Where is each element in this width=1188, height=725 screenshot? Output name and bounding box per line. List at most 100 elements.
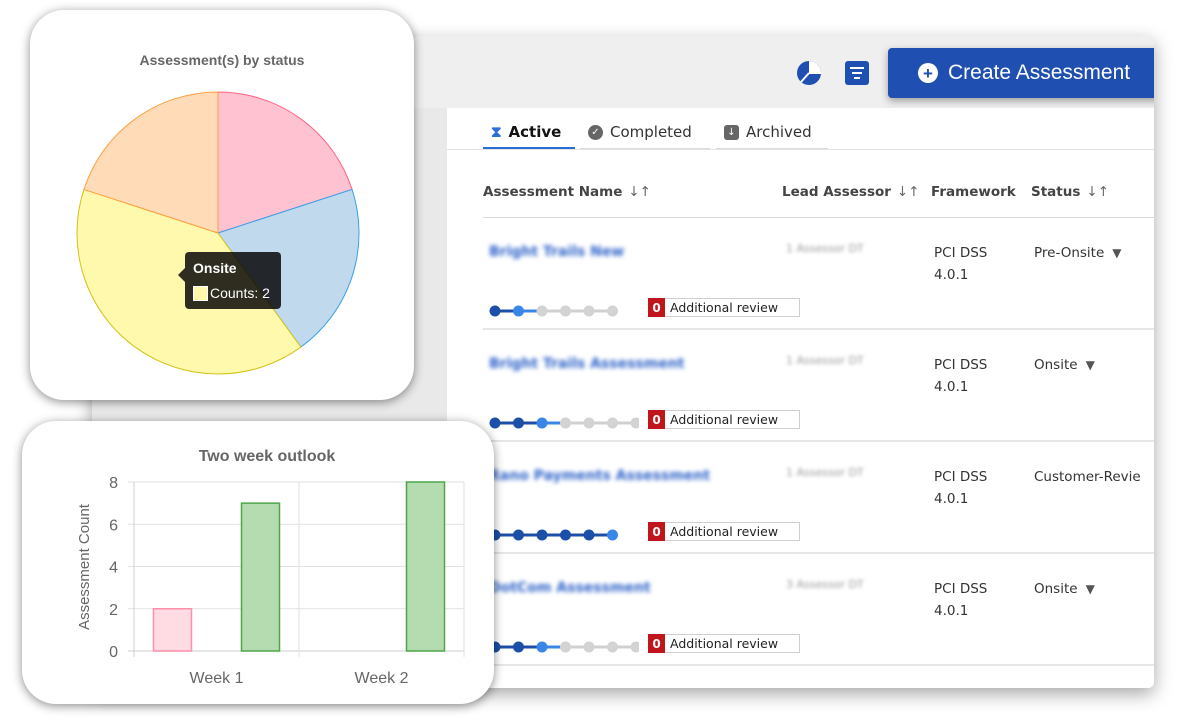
check-circle-icon: ✓ — [588, 124, 603, 140]
assessment-name-link[interactable]: Bright Trails Assessment — [489, 356, 685, 372]
app-window: + Create Assessment ⧗ Active ✓ Completed… — [92, 36, 1154, 688]
stepper-dot — [607, 529, 618, 541]
stepper-dot — [583, 305, 595, 317]
pie-chart[interactable] — [30, 10, 414, 400]
row-divider — [483, 664, 1154, 666]
additional-review-count: 0 — [648, 410, 665, 429]
y-tick-label: 2 — [109, 602, 118, 619]
status-dropdown[interactable]: Onsite ▼ — [1034, 581, 1095, 597]
framework-name: PCI DSS — [934, 469, 988, 485]
assessment-name-link[interactable]: Rano Payments Assessment — [489, 468, 711, 484]
stepper-dot — [513, 529, 524, 541]
sort-icon[interactable]: ↓↑ — [1086, 184, 1110, 200]
filter-list-icon[interactable] — [844, 60, 870, 86]
progress-stepper — [489, 529, 618, 541]
additional-review-label: Additional review — [670, 636, 779, 651]
additional-review-label: Additional review — [670, 524, 779, 539]
additional-review-label: Additional review — [670, 300, 779, 315]
chevron-down-icon: ▼ — [1112, 246, 1122, 260]
framework: PCI DSS 4.0.1 — [934, 578, 1014, 622]
additional-review-badge[interactable]: 0 Additional review — [648, 522, 800, 541]
additional-review-label: Additional review — [670, 412, 779, 427]
table-row[interactable]: DotCom Assessment 3 Assessor DT PCI DSS 4.0… — [483, 554, 1154, 666]
column-label: Lead Assessor — [782, 184, 891, 200]
archive-icon: ↓ — [724, 124, 739, 140]
stepper-dot — [536, 641, 548, 653]
tab-active[interactable]: ⧗ Active — [483, 116, 575, 150]
bar[interactable] — [240, 502, 281, 652]
additional-review-count: 0 — [648, 298, 665, 317]
lead-assessor: 3 Assessor DT — [786, 578, 864, 591]
bar-chart[interactable]: Two week outlook 0 2 4 6 8 Week 1 Week 2 Assessm… — [22, 421, 494, 704]
sort-icon[interactable]: ↓↑ — [896, 184, 920, 200]
stepper-dot — [489, 305, 501, 317]
tab-label: Active — [508, 122, 562, 141]
tooltip-title: Onsite — [193, 260, 237, 276]
tab-archived[interactable]: ↓ Archived — [716, 116, 828, 150]
chart-tooltip: Onsite Counts: 2 — [178, 252, 281, 309]
status-dropdown[interactable]: Pre-Onsite ▼ — [1034, 245, 1122, 261]
bar[interactable] — [152, 608, 193, 652]
y-tick-label: 8 — [109, 475, 118, 492]
stepper-dot — [583, 641, 595, 653]
table-row[interactable]: Rano Payments Assessment 1 Assessor DT PCI… — [483, 442, 1154, 554]
plus-circle-icon: + — [918, 63, 938, 83]
stepper-dot — [607, 305, 618, 317]
pie-chart-icon[interactable] — [796, 60, 822, 86]
stepper-dot — [583, 417, 595, 429]
stepper-dot — [536, 305, 548, 317]
stepper-dot — [560, 305, 571, 317]
sort-icon[interactable]: ↓↑ — [628, 184, 651, 200]
status-dropdown[interactable]: Customer-Revie — [1034, 469, 1141, 485]
chevron-down-icon: ▼ — [1085, 358, 1095, 372]
additional-review-badge[interactable]: 0 Additional review — [648, 298, 800, 317]
stepper-dot — [583, 529, 595, 541]
progress-stepper — [489, 305, 618, 317]
tab-label: Archived — [746, 123, 812, 141]
assessment-name-link[interactable]: DotCom Assessment — [489, 580, 651, 596]
column-label: Framework — [931, 184, 1016, 200]
column-header-lead-assessor[interactable]: Lead Assessor ↓↑ — [782, 184, 920, 200]
framework-version: 4.0.1 — [934, 267, 969, 283]
create-assessment-label: Create Assessment — [948, 61, 1131, 84]
framework-version: 4.0.1 — [934, 491, 969, 507]
pie-slice[interactable] — [83, 91, 219, 234]
column-header-framework: Framework — [931, 184, 1016, 200]
row-divider — [483, 440, 1154, 442]
tooltip-swatch — [193, 285, 208, 301]
x-tick-label: Week 2 — [355, 670, 409, 687]
stepper-dot — [536, 529, 548, 541]
column-label: Status — [1031, 184, 1081, 200]
bar[interactable] — [405, 481, 446, 652]
framework-name: PCI DSS — [934, 581, 988, 597]
additional-review-badge[interactable]: 0 Additional review — [648, 634, 800, 653]
tab-completed[interactable]: ✓ Completed — [580, 116, 710, 150]
table-row[interactable]: Bright Trails New 1 Assessor DT PCI DSS 4.0… — [483, 218, 1154, 330]
assessment-name-link[interactable]: Bright Trails New — [489, 244, 625, 260]
column-header-status[interactable]: Status ↓↑ — [1031, 184, 1109, 200]
create-assessment-button[interactable]: + Create Assessment — [888, 48, 1154, 98]
framework-version: 4.0.1 — [934, 603, 969, 619]
hourglass-icon: ⧗ — [491, 122, 502, 141]
tabs-divider — [447, 149, 1154, 150]
progress-stepper — [489, 417, 639, 429]
tooltip-value: Counts: 2 — [210, 285, 270, 301]
stepper-dot — [536, 417, 548, 429]
y-tick-label: 0 — [109, 644, 118, 661]
x-tick-label: Week 1 — [190, 670, 244, 687]
stepper-dot — [560, 529, 571, 541]
stepper-dot — [489, 417, 501, 429]
pie-slice[interactable] — [217, 91, 353, 234]
status-pie-card: Assessment(s) by status Onsite Counts: 2 — [30, 10, 414, 400]
pie-slice[interactable] — [217, 188, 360, 348]
column-label: Assessment Name — [483, 184, 623, 200]
stepper-dot — [513, 417, 524, 429]
status-value: Customer-Revie — [1034, 469, 1141, 485]
status-dropdown[interactable]: Onsite ▼ — [1034, 357, 1095, 373]
row-divider — [483, 328, 1154, 330]
additional-review-count: 0 — [648, 522, 665, 541]
additional-review-badge[interactable]: 0 Additional review — [648, 410, 800, 429]
column-header-assessment-name[interactable]: Assessment Name ↓↑ — [483, 184, 651, 200]
stepper-dot — [513, 305, 524, 317]
table-row[interactable]: Bright Trails Assessment 1 Assessor DT PCI… — [483, 330, 1154, 442]
